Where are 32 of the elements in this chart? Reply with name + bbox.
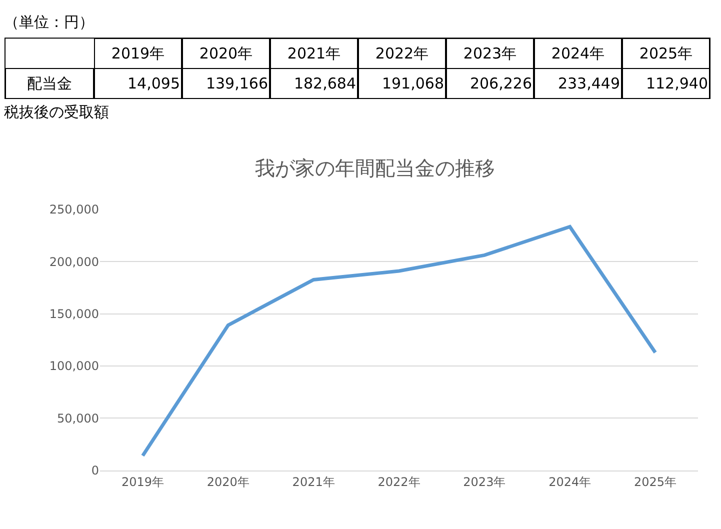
x-tick-label: 2020年 xyxy=(206,474,250,489)
text: （単位：円） xyxy=(4,13,94,31)
data-label: 139,166 xyxy=(206,74,268,92)
chart-title: 我が家の年間配当金の推移 xyxy=(254,156,495,180)
line-series xyxy=(140,225,658,458)
x-tick-label: 2024年 xyxy=(548,474,592,489)
text: 配当金 xyxy=(27,74,72,92)
y-tick-label: 150,000 xyxy=(49,307,99,322)
y-tick-label: 200,000 xyxy=(49,254,99,269)
category-label: 2024年 xyxy=(551,44,605,62)
data-label: 14,095 xyxy=(128,74,180,92)
category-label: 2019年 xyxy=(111,44,165,62)
data-label: 191,068 xyxy=(382,74,444,92)
data-label: 206,226 xyxy=(470,74,532,92)
category-label: 2022年 xyxy=(375,44,429,62)
y-tick-label: 0 xyxy=(91,464,99,478)
category-label: 2023年 xyxy=(463,44,517,62)
y-tick-label: 250,000 xyxy=(49,202,99,217)
category-label: 2021年 xyxy=(287,44,341,62)
text: 税抜後の受取額 xyxy=(4,103,109,121)
data-label: 112,940 xyxy=(646,74,708,92)
data-label: 182,684 xyxy=(294,74,356,92)
x-tick-label: 2023年 xyxy=(463,474,506,489)
x-tick-label: 2021年 xyxy=(292,474,335,489)
y-tick-label: 100,000 xyxy=(49,359,99,374)
x-tick-label: 2025年 xyxy=(634,474,677,489)
data-label: 233,449 xyxy=(558,74,620,92)
x-tick-label: 2019年 xyxy=(121,474,164,489)
y-tick-label: 50,000 xyxy=(57,411,99,426)
x-tick-label: 2022年 xyxy=(378,474,420,489)
category-label: 2025年 xyxy=(639,44,693,62)
category-label: 2020年 xyxy=(199,44,253,62)
